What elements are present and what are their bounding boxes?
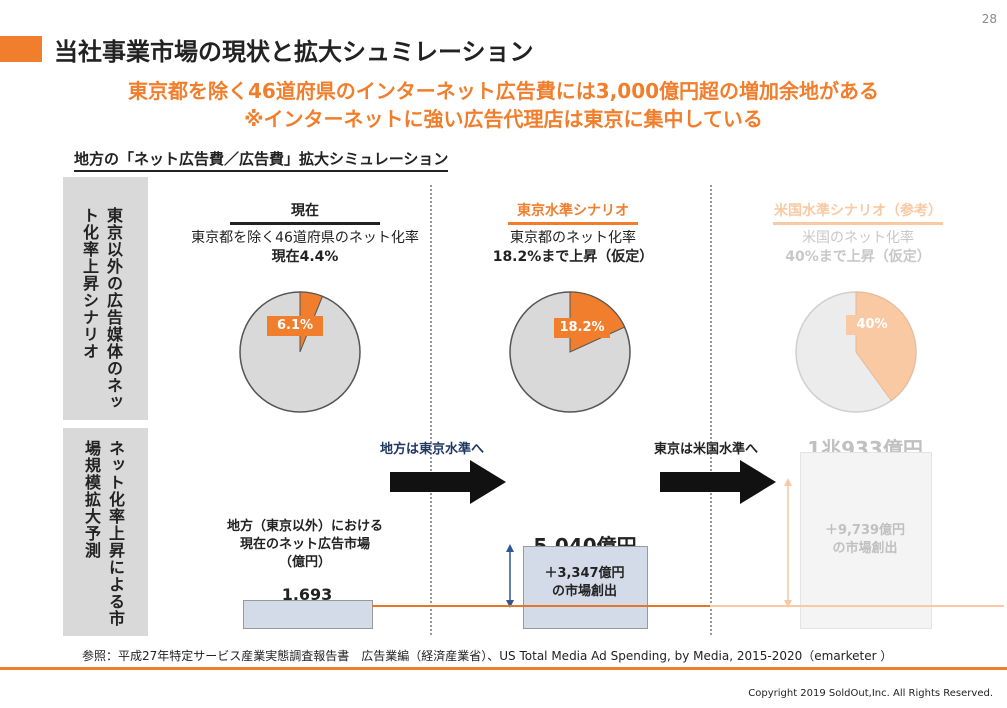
pie-label-tokyo: 18.2% (554, 318, 610, 338)
column-desc-value: 現在4.4% (271, 249, 339, 265)
section-title: 地方の「ネット広告費／広告費」拡大シミュレーション (74, 148, 449, 172)
reference-note: 参照：平成27年特定サービス産業実態調査報告書 広告業編（経済産業省）、US T… (82, 649, 893, 663)
double-arrow-icon-us (784, 478, 792, 608)
column-desc: 米国のネット化率 (802, 230, 914, 246)
column-desc-value: 18.2%まで上昇（仮定） (492, 249, 654, 265)
page-title: 当社事業市場の現状と拡大シュミレーション (54, 38, 534, 66)
us-market-bar (800, 452, 932, 629)
side-label-bottom: ネット化率上昇による市場規模拡大予測 (82, 440, 125, 627)
side-label-box-bottom: ネット化率上昇による市場規模拡大予測 (63, 428, 148, 636)
pie-label-current: 6.1% (267, 316, 323, 336)
baseline-marker-us (710, 605, 1004, 607)
arrow-label-1: 地方は東京水準へ (380, 442, 485, 457)
column-heading-underline (230, 222, 380, 225)
tokyo-market-bar (523, 546, 648, 629)
pie-label-us: 40% (846, 315, 898, 335)
side-label-top: 東京以外の広告媒体のネット化率上昇シナリオ (80, 207, 123, 411)
column-divider-2 (710, 185, 712, 635)
column-us: 米国水準シナリオ（参考） 米国のネット化率 40%まで上昇（仮定） (718, 200, 998, 267)
footer-divider (0, 667, 1007, 670)
column-divider-1 (430, 185, 432, 635)
arrow-label-2: 東京は米国水準へ (654, 442, 759, 457)
column-tokyo: 東京水準シナリオ 東京都のネット化率 18.2%まで上昇（仮定） (438, 200, 708, 267)
column-heading: 現在 (291, 203, 319, 219)
arrow-right-icon-1 (390, 460, 506, 504)
column-heading-underline (508, 222, 638, 225)
arrow-right-icon-2 (660, 460, 776, 504)
column-desc: 東京都を除く46道府県のネット化率 (191, 230, 419, 246)
pie-chart-tokyo (509, 291, 631, 413)
current-market-note: 地方（東京以外）における 現在のネット広告市場 （億円） (226, 519, 383, 570)
column-heading: 米国水準シナリオ（参考） (774, 203, 942, 219)
title-accent-bar (0, 36, 42, 62)
column-heading: 東京水準シナリオ (517, 203, 629, 219)
current-market-bar (243, 600, 373, 629)
column-desc-value: 40%まで上昇（仮定） (785, 249, 931, 265)
current-market-value: 1,693 (281, 585, 333, 604)
column-heading-underline (773, 222, 943, 225)
side-label-box-top: 東京以外の広告媒体のネット化率上昇シナリオ (63, 177, 148, 420)
baseline-marker-tokyo (372, 605, 710, 607)
subtitle-line-2: ※インターネットに強い広告代理店は東京に集中している (244, 107, 763, 131)
page-number: 28 (981, 12, 997, 26)
tokyo-increase-note: ＋3,347億円 の市場創出 (544, 566, 625, 599)
us-increase-note: ＋9,739億円 の市場創出 (824, 523, 906, 556)
pie-chart-current (239, 291, 361, 413)
column-desc: 東京都のネット化率 (510, 230, 636, 246)
pie-chart-us (795, 291, 917, 413)
copyright: Copyright 2019 SoldOut,Inc. All Rights R… (748, 688, 993, 699)
subtitle-line-1: 東京都を除く46道府県のインターネット広告費には3,000億円超の増加余地がある (127, 79, 880, 103)
double-arrow-icon-tokyo (506, 544, 514, 608)
column-current: 現在 東京都を除く46道府県のネット化率 現在4.4% (160, 200, 450, 267)
